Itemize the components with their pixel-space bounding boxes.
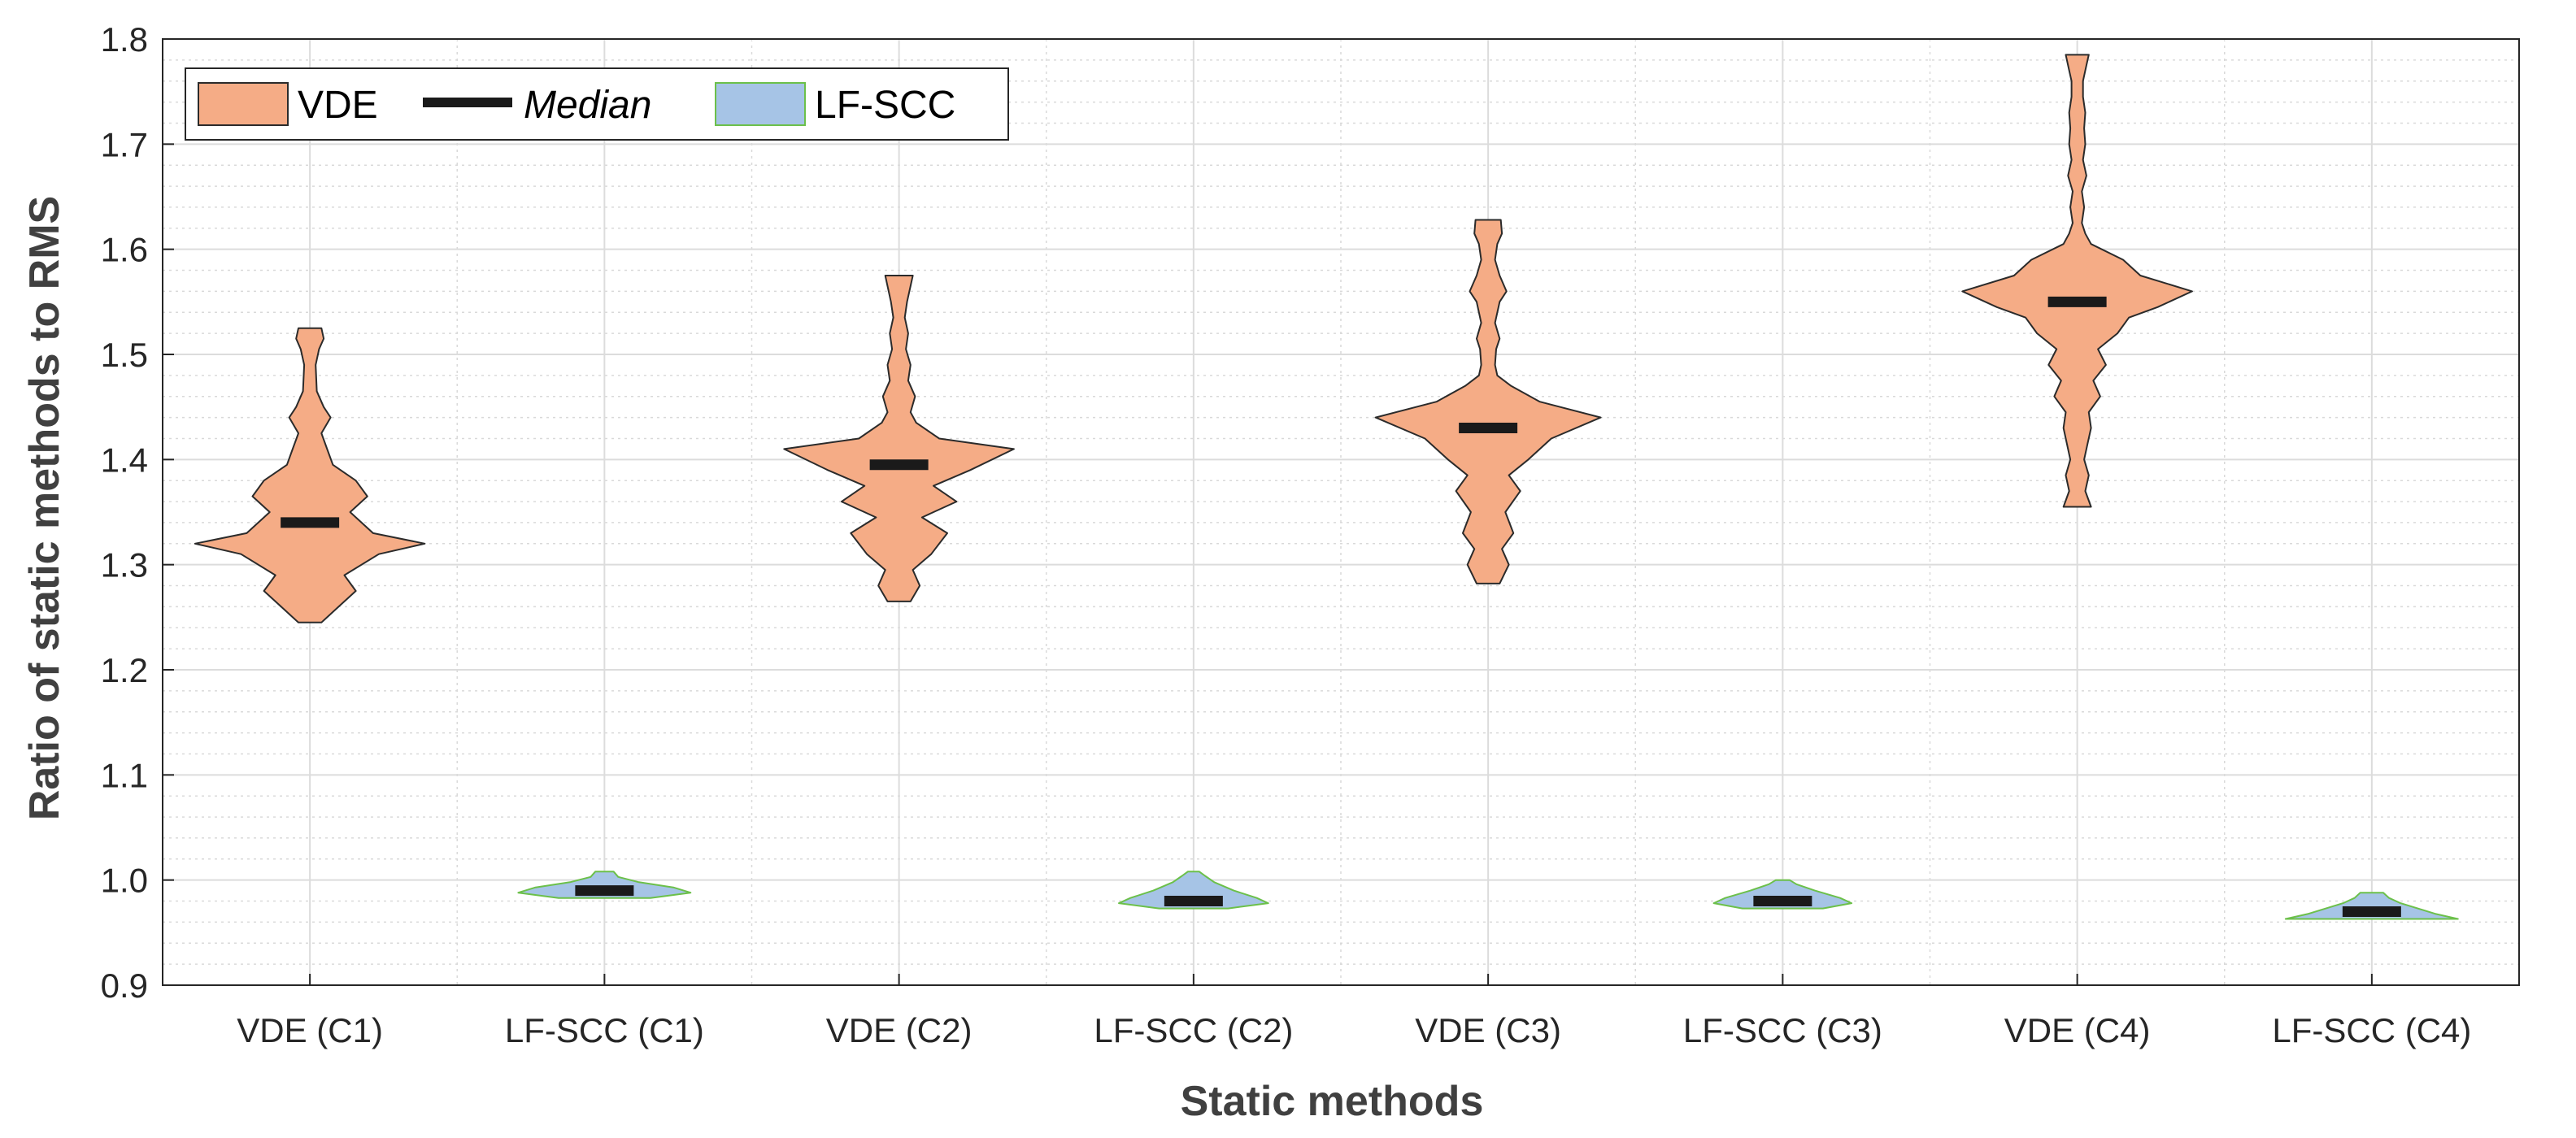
x-tick-label: LF-SCC (C3) — [1683, 1011, 1882, 1049]
y-axis: 0.9 1.0 1.1 1.2 1.3 1.4 1.5 1.6 1.7 1.8 — [101, 20, 174, 1005]
x-tick-label: VDE (C4) — [2004, 1011, 2151, 1049]
legend-label-vde: VDE — [298, 84, 378, 127]
legend-label-lf-scc: LF-SCC — [815, 84, 955, 127]
legend-swatch-median — [423, 98, 512, 107]
violin-vde-c1 — [194, 327, 426, 623]
violin-lf-scc-c1 — [517, 871, 692, 899]
y-tick-label: 0.9 — [101, 966, 148, 1005]
violin-vde-c3 — [1374, 219, 1602, 584]
y-tick-label: 1.5 — [101, 336, 148, 374]
y-tick-label: 1.0 — [101, 862, 148, 900]
violin-vde-c2 — [783, 275, 1015, 602]
legend-swatch-vde — [198, 82, 289, 126]
y-tick-label: 1.1 — [101, 756, 148, 794]
y-tick-label: 1.8 — [101, 20, 148, 59]
violins — [194, 54, 2459, 920]
y-axis-title: Ratio of static methods to RMS — [21, 196, 68, 820]
x-axis: VDE (C1) LF-SCC (C1) VDE (C2) LF-SCC (C2) VD… — [237, 974, 2471, 1049]
legend-label-median: Median — [524, 84, 651, 127]
x-tick-label: LF-SCC (C2) — [1094, 1011, 1293, 1049]
y-tick-label: 1.2 — [101, 651, 148, 689]
y-tick-label: 1.6 — [101, 231, 148, 269]
y-tick-label: 1.7 — [101, 125, 148, 163]
x-tick-label: VDE (C1) — [237, 1011, 383, 1049]
x-tick-label: LF-SCC (C1) — [505, 1011, 704, 1049]
x-tick-label: VDE (C2) — [826, 1011, 973, 1049]
violin-lf-scc-c3 — [1712, 879, 1853, 910]
plot-frame — [162, 38, 2520, 986]
violin-lf-scc-c4 — [2284, 892, 2459, 920]
x-tick-label: LF-SCC (C4) — [2272, 1011, 2471, 1049]
legend-box — [185, 67, 1009, 141]
y-tick-label: 1.3 — [101, 546, 148, 584]
x-axis-title: Static methods — [1181, 1078, 1484, 1125]
violin-vde-c4 — [1961, 54, 2193, 508]
x-tick-label: VDE (C3) — [1415, 1011, 1561, 1049]
y-tick-label: 1.4 — [101, 441, 148, 479]
legend-swatch-lf-scc — [715, 82, 806, 126]
plot-background — [163, 39, 2519, 985]
legend: VDE Median LF-SCC — [185, 67, 1009, 141]
violin-lf-scc-c2 — [1118, 871, 1269, 910]
